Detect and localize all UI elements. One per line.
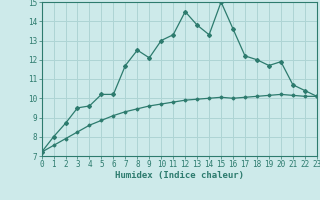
X-axis label: Humidex (Indice chaleur): Humidex (Indice chaleur) — [115, 171, 244, 180]
